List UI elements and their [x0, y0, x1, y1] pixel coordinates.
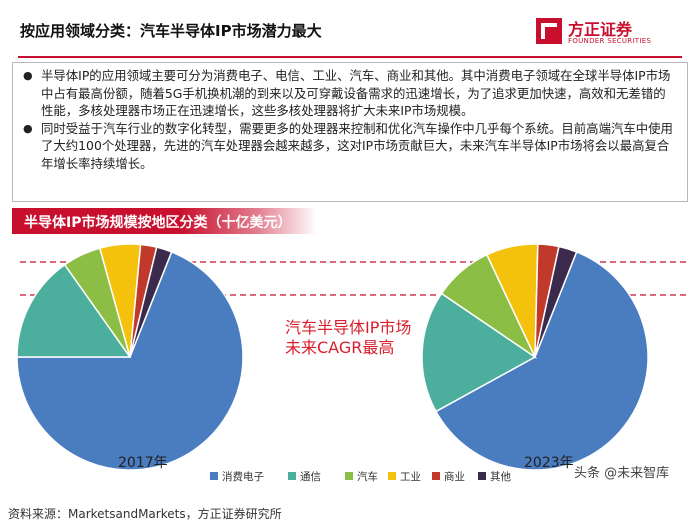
legend-label: 其他	[490, 470, 511, 483]
bullet-dot-icon: ●	[23, 69, 33, 82]
bullet-text: 半导体IP的应用领域主要可分为消费电子、电信、工业、汽车、商业和其他。其中消费电…	[41, 68, 671, 119]
source-note: 资料来源：MarketsandMarkets，方正证券研究所	[8, 507, 282, 521]
page-title: 按应用领域分类：汽车半导体IP市场潜力最大	[20, 22, 322, 40]
bullet-item: ● 同时受益于汽车行业的数字化转型，需要更多的处理器来控制和优化汽车操作中几乎每…	[23, 120, 677, 173]
founder-logo: 方正证券 FOUNDER SECURITIES	[536, 16, 686, 52]
legend-label: 通信	[300, 471, 321, 483]
pie-slice-1	[16, 250, 244, 471]
legend-label: 消费电子	[222, 470, 264, 483]
logo-chinese-text: 方正证券	[568, 20, 633, 39]
chart-title-banner: 半导体IP市场规模按地区分类（十亿美元）	[12, 208, 317, 234]
legend-swatch	[388, 472, 396, 480]
pie-1	[16, 243, 244, 471]
pie-slice-6	[534, 245, 578, 358]
bullet-item: ● 半导体IP的应用领域主要可分为消费电子、电信、工业、汽车、商业和其他。其中消…	[23, 67, 677, 120]
founder-logo-mark-icon	[536, 18, 562, 44]
legend-swatch	[478, 472, 486, 480]
summary-box: ● 半导体IP的应用领域主要可分为消费电子、电信、工业、汽车、商业和其他。其中消…	[12, 62, 688, 202]
pie-slice-6	[129, 246, 173, 358]
pie-label-2017: 2017年	[118, 455, 168, 471]
pie-chart-area: 消费电子 通信 汽车 工业 商业 其他	[16, 243, 690, 483]
pie-2	[421, 243, 649, 471]
chart-title: 半导体IP市场规模按地区分类（十亿美元）	[24, 215, 292, 231]
legend-label: 商业	[444, 470, 465, 483]
legend-swatch	[345, 472, 353, 480]
legend-swatch	[210, 472, 218, 480]
annotation-line: 未来CAGR最高	[285, 338, 395, 357]
annotation-line: 汽车半导体IP市场	[285, 318, 412, 337]
bullet-text: 同时受益于汽车行业的数字化转型，需要更多的处理器来控制和优化汽车操作中几乎每个系…	[41, 120, 673, 171]
pie-slice-2	[421, 292, 537, 413]
legend-label: 汽车	[357, 470, 378, 483]
pie-slice-1	[434, 250, 649, 471]
cagr-annotation: 汽车半导体IP市场 未来CAGR最高	[285, 318, 411, 358]
bullet-dot-icon: ●	[23, 121, 33, 135]
legend-label: 工业	[400, 471, 421, 483]
logo-english-text: FOUNDER SECURITIES	[568, 37, 652, 45]
pie-slice-2	[16, 263, 132, 358]
pie-label-2023: 2023年	[524, 455, 574, 471]
header-divider	[18, 56, 682, 58]
legend-swatch	[432, 472, 440, 480]
watermark: 头条 @未来智库	[574, 466, 670, 481]
legend-swatch	[288, 472, 296, 480]
